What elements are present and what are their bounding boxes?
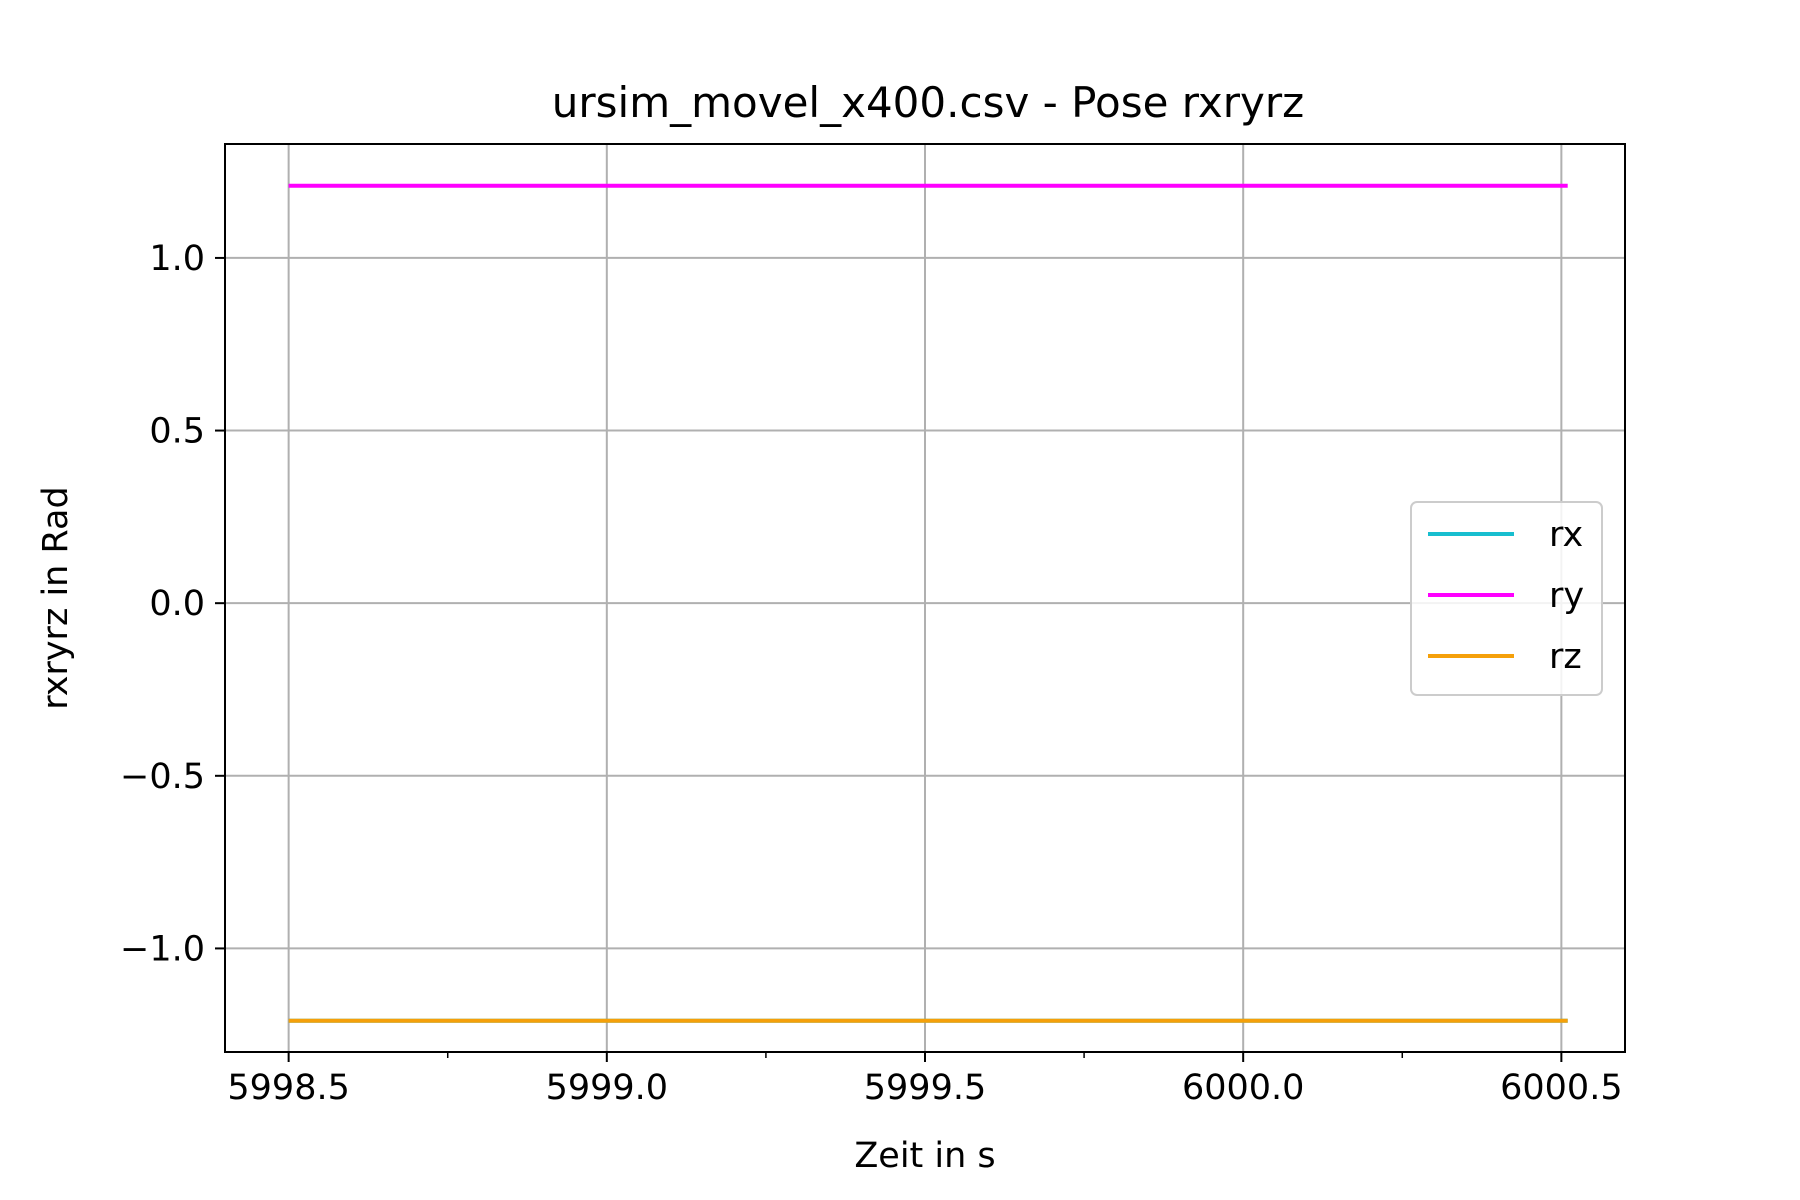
y-tick-label: −0.5	[120, 757, 205, 797]
y-axis: −1.0 −0.5 0.0 0.5 1.0	[120, 239, 225, 969]
x-tick-label: 5998.5	[227, 1068, 349, 1108]
grid	[225, 144, 1625, 1052]
y-tick-label: 1.0	[149, 239, 205, 279]
x-tick-label: 6000.5	[1500, 1068, 1622, 1108]
legend: rx ry rz	[1410, 501, 1603, 696]
x-tick-label: 5999.0	[546, 1068, 668, 1108]
x-tick-label: 6000.0	[1182, 1068, 1304, 1108]
x-tick-label: 5999.5	[864, 1068, 986, 1108]
legend-label-rx: rx	[1549, 515, 1583, 555]
y-tick-label: 0.0	[149, 584, 205, 624]
legend-label-rz: rz	[1549, 637, 1582, 677]
chart-title: ursim_movel_x400.csv - Pose rxryrz	[552, 78, 1304, 127]
x-axis: 5998.5 5999.0 5999.5 6000.0 6000.5	[227, 1052, 1623, 1108]
y-axis-label: rxryrz in Rad	[36, 486, 76, 709]
y-tick-label: −1.0	[120, 929, 205, 969]
legend-box	[1410, 501, 1603, 696]
series-lines	[288, 183, 1568, 1023]
legend-label-ry: ry	[1549, 576, 1584, 616]
y-tick-label: 0.5	[149, 412, 205, 452]
x-axis-label: Zeit in s	[854, 1136, 995, 1176]
